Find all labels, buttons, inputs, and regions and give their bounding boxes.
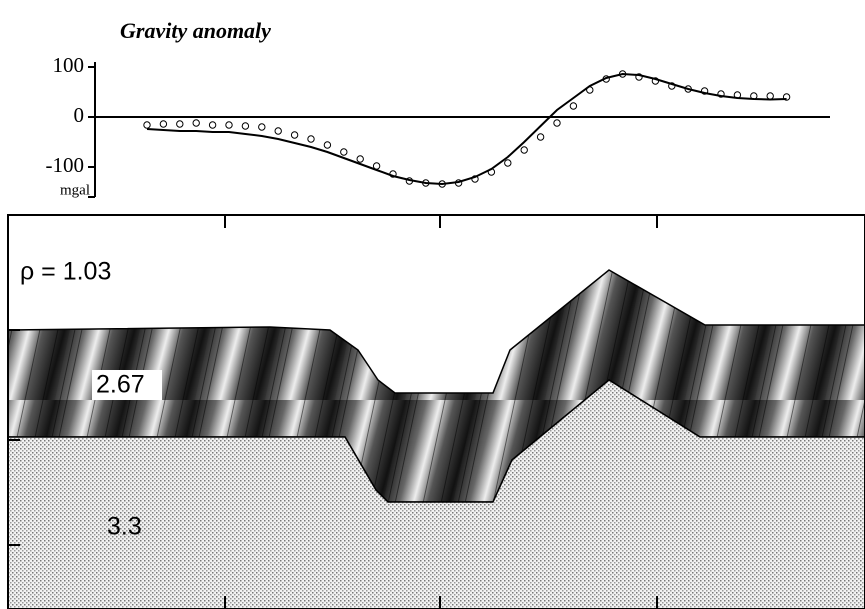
observed-point xyxy=(357,156,363,162)
density-water: ρ = 1.03 xyxy=(20,258,111,286)
observed-point xyxy=(226,122,232,128)
calculated-line xyxy=(147,74,787,184)
y-tick-label: 100 xyxy=(53,53,85,77)
figure: Gravity anomaly mgal 100 0 -100 ρ = 1.03 2… xyxy=(0,0,865,609)
cross-section: ρ = 1.03 2.67 3.3 xyxy=(8,215,865,609)
observed-point xyxy=(324,142,330,148)
y-unit: mgal xyxy=(60,182,90,198)
observed-point xyxy=(521,147,527,153)
observed-point xyxy=(537,134,543,140)
y-tick-label: -100 xyxy=(46,153,85,177)
observed-point xyxy=(308,136,314,142)
observed-point xyxy=(570,103,576,109)
observed-point xyxy=(291,132,297,138)
observed-point xyxy=(767,93,773,99)
y-tick-label: 0 xyxy=(74,103,85,127)
observed-point xyxy=(144,122,150,128)
observed-point xyxy=(505,160,511,166)
observed-point xyxy=(341,149,347,155)
density-mantle: 3.3 xyxy=(107,513,142,541)
observed-point xyxy=(275,128,281,134)
plot: 100 0 -100 xyxy=(46,53,831,187)
observed-point xyxy=(193,120,199,126)
observed-point xyxy=(259,124,265,130)
observed-point xyxy=(160,121,166,127)
chart-title: Gravity anomaly xyxy=(120,18,271,43)
observed-point xyxy=(209,122,215,128)
observed-point xyxy=(177,121,183,127)
observed-point xyxy=(242,123,248,129)
observed-point xyxy=(554,120,560,126)
density-crust: 2.67 xyxy=(96,371,145,399)
